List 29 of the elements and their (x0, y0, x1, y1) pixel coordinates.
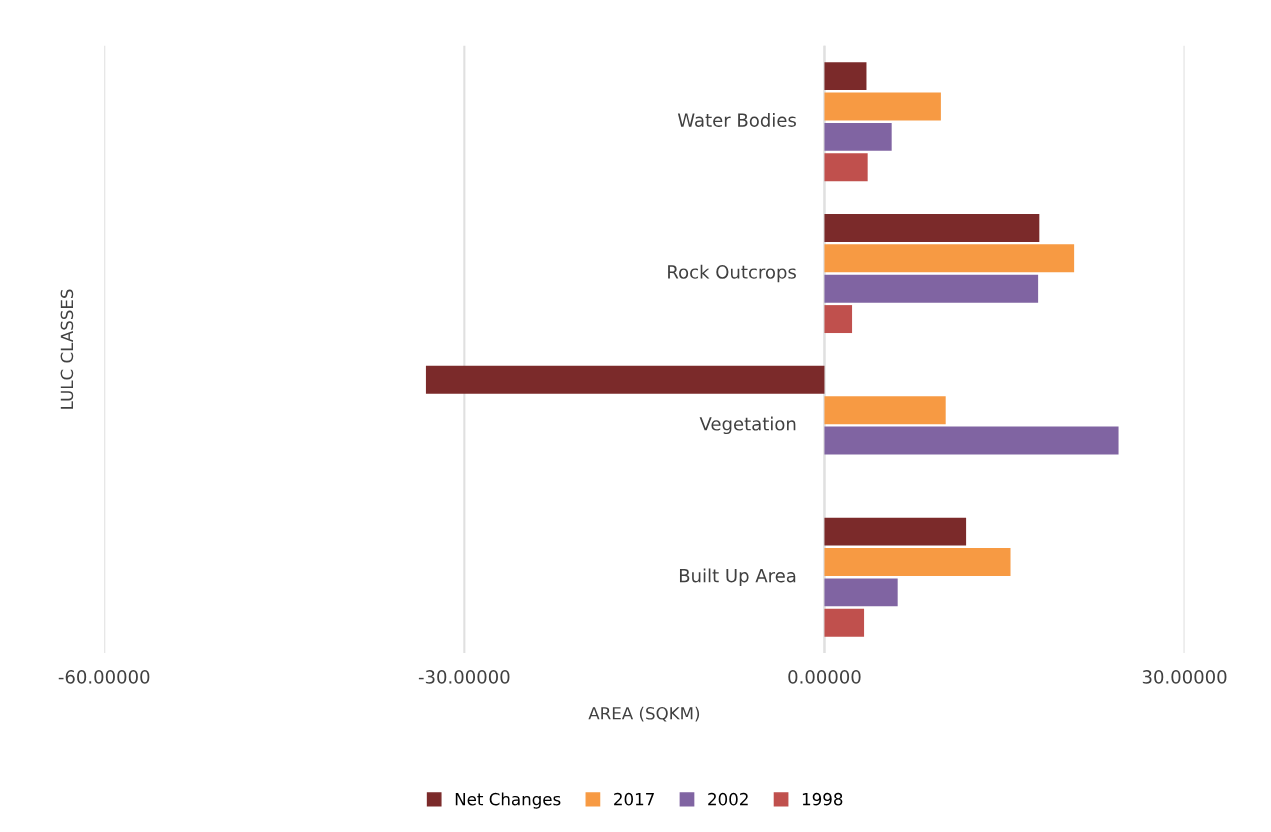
bar (824, 122, 892, 151)
bar (425, 365, 825, 394)
legend-label: 1998 (802, 792, 843, 806)
bar (824, 274, 1039, 303)
x-tick-label: -60.00000 (58, 670, 150, 684)
legend-label: Net Changes (455, 792, 561, 809)
y-tick-label: Vegetation (699, 416, 796, 435)
y-axis-title: LULC CLASSES (60, 289, 74, 409)
y-tick-label: Rock Outcrops (668, 264, 796, 283)
bar (824, 426, 1119, 455)
bar (824, 578, 898, 607)
bar (824, 396, 946, 425)
bar (824, 548, 1011, 576)
x-tick-label: 30.00000 (1142, 670, 1227, 684)
bar (824, 153, 868, 182)
bar (824, 608, 865, 637)
bar (824, 214, 1040, 242)
y-tick-label: Water Bodies (677, 112, 796, 127)
x-tick-label: -30.00000 (418, 670, 510, 684)
bar (824, 244, 1075, 273)
x-axis-title: AREA (SQKM) (588, 706, 700, 722)
legend-label: 2002 (708, 792, 748, 806)
y-tick-label: Built Up Area (679, 568, 796, 586)
bar (824, 62, 867, 91)
bar (824, 517, 967, 546)
bar (824, 305, 853, 334)
x-tick-label: 0.00000 (788, 670, 861, 684)
legend-label: 2017 (614, 792, 654, 806)
bar (824, 92, 941, 121)
